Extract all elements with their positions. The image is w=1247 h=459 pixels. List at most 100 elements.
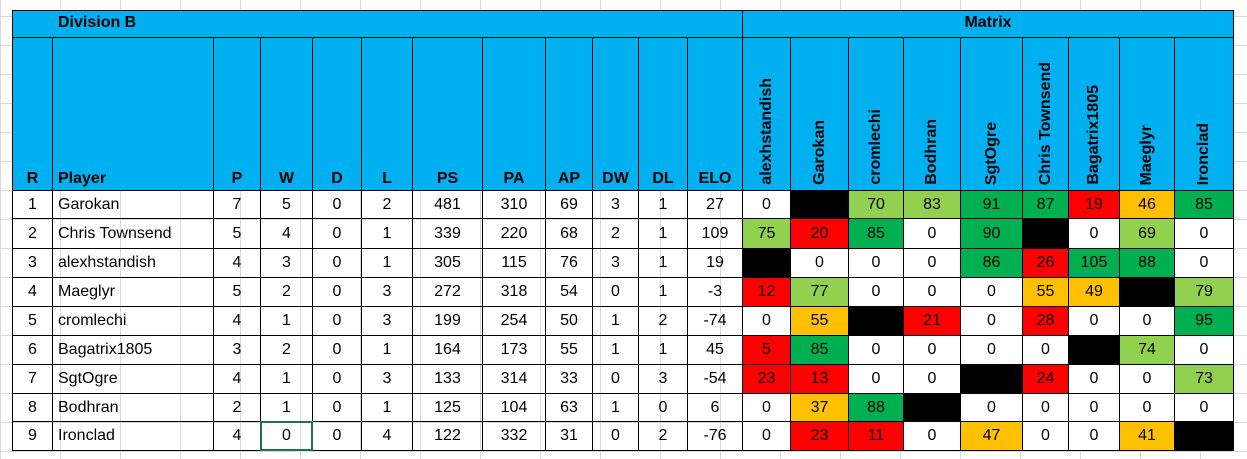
matrix-cell: 0 [1068,364,1120,394]
stat-cell: 3 [361,364,413,394]
matrix-cell: 0 [1174,335,1234,365]
stat-cell: 0 [312,218,362,249]
stat-cell: -74 [687,306,743,336]
matrix-cell: 24 [1022,364,1069,394]
stat-cell: 220 [482,218,546,249]
stat-cell: -3 [687,277,743,307]
stat-cell: 104 [482,393,546,422]
matrix-header-text: Maeglyr [1138,124,1155,185]
matrix-header-text: cromlechi [867,109,884,185]
matrix-cell: 23 [790,421,849,451]
stat-cell: 6 [687,393,743,422]
matrix-column-header: Bagatrix1805 [1068,37,1120,191]
stat-cell: 1 [12,190,53,219]
stat-cell: 0 [312,364,362,394]
matrix-cell: 0 [903,335,961,365]
stat-cell: 7 [213,190,261,219]
stat-cell: 125 [412,393,483,422]
stat-cell: 69 [545,190,593,219]
stat-cell: 9 [12,421,53,451]
matrix-cell [1119,277,1175,307]
matrix-column-header: SgtOgre [960,37,1023,191]
stat-cell: 173 [482,335,546,365]
column-header: DL [638,37,688,191]
stat-cell: 122 [412,421,483,451]
stat-cell: 1 [361,218,413,249]
stat-cell: 31 [545,421,593,451]
matrix-cell: 0 [790,248,849,278]
stat-cell: 3 [592,248,639,278]
stat-cell: 63 [545,393,593,422]
stat-cell: 0 [312,248,362,278]
matrix-column-header: Bodhran [903,37,961,191]
matrix-cell: 0 [742,421,791,451]
matrix-cell: 0 [1022,335,1069,365]
stat-cell: 19 [687,248,743,278]
stat-cell: 3 [361,277,413,307]
stat-cell: 33 [545,364,593,394]
matrix-cell: 85 [848,218,904,249]
stat-cell: 2 [361,190,413,219]
matrix-cell: 23 [742,364,791,394]
matrix-cell: 85 [1174,190,1234,219]
matrix-cell: 0 [903,218,961,249]
matrix-cell: 0 [1174,218,1234,249]
matrix-cell: 37 [790,393,849,422]
stat-cell: 3 [361,306,413,336]
column-header: PA [482,37,546,191]
stat-cell: 1 [260,306,313,336]
stat-cell: 50 [545,306,593,336]
matrix-cell: 11 [848,421,904,451]
matrix-header-text: Bodhran [923,119,940,185]
column-header: P [213,37,261,191]
stat-cell: 254 [482,306,546,336]
stat-cell: 199 [412,306,483,336]
stat-cell: 4 [12,277,53,307]
matrix-column-header: Garokan [790,37,849,191]
matrix-cell: 0 [960,277,1023,307]
matrix-cell: 0 [848,277,904,307]
stat-cell: 0 [312,277,362,307]
stat-cell: 4 [361,421,413,451]
matrix-cell: 0 [1174,393,1234,422]
matrix-cell: 0 [742,190,791,219]
stat-cell: 0 [312,393,362,422]
matrix-cell: 105 [1068,248,1120,278]
matrix-column-header: Maeglyr [1119,37,1175,191]
stat-cell: 272 [412,277,483,307]
player-cell: Bodhran [52,393,214,422]
stat-cell: 1 [592,306,639,336]
matrix-cell: 75 [742,218,791,249]
player-cell: cromlechi [52,306,214,336]
stat-cell: 3 [638,364,688,394]
stat-cell: 1 [361,393,413,422]
matrix-cell: 90 [960,218,1023,249]
stat-cell: 3 [213,335,261,365]
stat-cell: 115 [482,248,546,278]
matrix-cell: 0 [1068,393,1120,422]
matrix-cell: 0 [1174,248,1234,278]
matrix-header-text: Garokan [810,120,828,185]
matrix-cell: 19 [1068,190,1120,219]
matrix-cell [742,248,791,278]
stat-cell: 4 [213,364,261,394]
matrix-cell: 0 [742,393,791,422]
stat-cell: 2 [638,306,688,336]
matrix-cell: 0 [903,421,961,451]
matrix-cell: 88 [848,393,904,422]
matrix-cell: 87 [1022,190,1069,219]
stat-cell: 2 [260,335,313,365]
stat-cell: 305 [412,248,483,278]
stat-cell: 0 [312,421,362,451]
stat-cell: 5 [260,190,313,219]
matrix-cell: 0 [1068,218,1120,249]
matrix-cell: 20 [790,218,849,249]
matrix-cell [1068,335,1120,365]
stat-cell: 0 [312,190,362,219]
stat-cell: 4 [213,421,261,451]
matrix-cell [903,393,961,422]
stat-cell: -76 [687,421,743,451]
matrix-header-text: Chris Townsend [1036,61,1054,185]
matrix-cell: 70 [848,190,904,219]
stat-cell: 164 [412,335,483,365]
